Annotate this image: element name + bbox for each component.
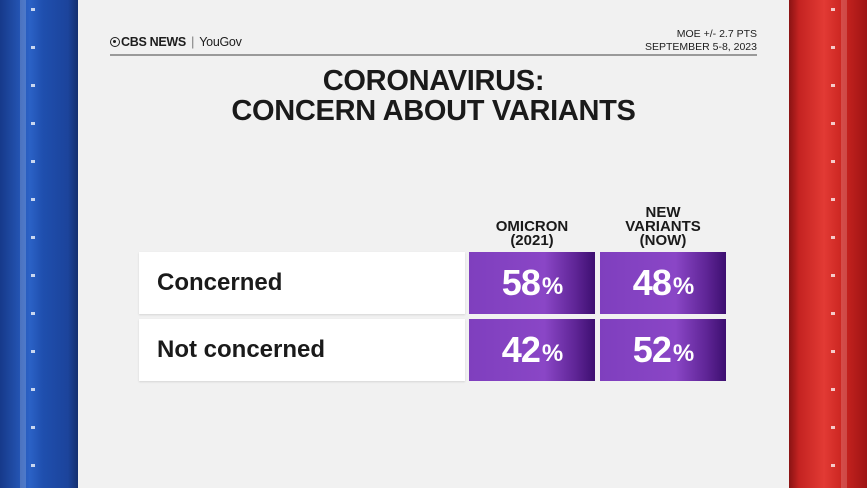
left-blue-stripe [0, 0, 78, 488]
left-stripe-dot [31, 160, 35, 163]
column-header-line: OMICRON [495, 218, 569, 235]
left-stripe-dot [31, 426, 35, 429]
right-stripe-dot [831, 464, 835, 467]
percent-sign: % [541, 340, 563, 367]
percent-sign: % [672, 273, 694, 300]
poll-meta: MOE +/- 2.7 PTS SEPTEMBER 5-8, 2023 [645, 28, 757, 54]
brand-logo: CBS NEWS | YouGov [110, 35, 242, 49]
left-stripe-dot [31, 236, 35, 239]
page-title: CORONAVIRUS: CONCERN ABOUT VARIANTS [110, 66, 757, 126]
margin-of-error: MOE +/- 2.7 PTS [676, 28, 757, 40]
row-label: Not concerned [139, 319, 465, 381]
left-stripe-shade [68, 0, 78, 488]
poll-dates: SEPTEMBER 5-8, 2023 [644, 41, 757, 53]
right-stripe-shade [789, 0, 799, 488]
right-stripe-dot [831, 84, 835, 87]
title-line-2: CONCERN ABOUT VARIANTS [231, 95, 636, 127]
left-stripe-dot [31, 8, 35, 11]
right-stripe-dot [831, 160, 835, 163]
right-stripe-dot [831, 8, 835, 11]
right-stripe-dot [831, 274, 835, 277]
column-header-line: NEW [645, 204, 681, 221]
percent-cell: 58% [469, 252, 595, 314]
right-stripe-dot [831, 426, 835, 429]
right-stripe-dot [831, 350, 835, 353]
brand-yougov: YouGov [199, 35, 242, 49]
left-stripe-dot [31, 274, 35, 277]
cbs-eye-icon [110, 37, 120, 47]
percent-value: 48 [632, 262, 672, 303]
graphic-panel [78, 0, 789, 488]
row-label: Concerned [139, 252, 465, 314]
right-stripe-dot [831, 312, 835, 315]
column-header-line: VARIANTS [625, 218, 701, 235]
percent-value: 42 [501, 329, 541, 370]
left-stripe-dot [31, 350, 35, 353]
title-line-1: CORONAVIRUS: [322, 65, 545, 97]
left-stripe-dot [31, 312, 35, 315]
left-stripe-dot [31, 198, 35, 201]
percent-sign: % [541, 273, 563, 300]
right-stripe-dot [831, 46, 835, 49]
percent-sign: % [672, 340, 694, 367]
left-stripe-dot [31, 122, 35, 125]
right-stripe-dot [831, 236, 835, 239]
right-stripe-dot [831, 198, 835, 201]
left-stripe-dot [31, 46, 35, 49]
column-header-line: (NOW) [639, 232, 687, 249]
column-header: OMICRON (2021) [469, 218, 595, 249]
percent-cell: 48% [600, 252, 726, 314]
left-stripe-dot [31, 84, 35, 87]
brand-cbs: CBS NEWS [121, 35, 186, 49]
left-stripe-rail [20, 0, 26, 488]
percent-cell: 52% [600, 319, 726, 381]
column-header-line: (2021) [510, 232, 554, 249]
right-red-stripe [789, 0, 867, 488]
column-header: NEW VARIANTS (NOW) [600, 204, 726, 249]
percent-value: 58 [501, 262, 541, 303]
brand-separator: | [191, 35, 195, 49]
right-stripe-dot [831, 122, 835, 125]
percent-value: 52 [632, 329, 672, 370]
right-stripe-dot [831, 388, 835, 391]
left-stripe-dot [31, 464, 35, 467]
right-stripe-rail [841, 0, 847, 488]
percent-cell: 42% [469, 319, 595, 381]
left-stripe-dot [31, 388, 35, 391]
header-divider [110, 54, 757, 56]
